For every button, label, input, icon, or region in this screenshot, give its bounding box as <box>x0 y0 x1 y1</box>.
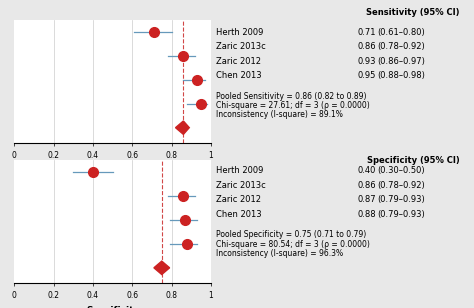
Text: (0.78–0.92): (0.78–0.92) <box>377 42 425 51</box>
Text: 0.71: 0.71 <box>358 28 376 37</box>
Text: Pooled Sensitivity = 0.86 (0.82 to 0.89): Pooled Sensitivity = 0.86 (0.82 to 0.89) <box>216 92 366 101</box>
Text: Inconsistency (I-square) = 89.1%: Inconsistency (I-square) = 89.1% <box>216 110 343 120</box>
Text: (0.79–0.93): (0.79–0.93) <box>377 210 425 219</box>
Text: Chen 2013: Chen 2013 <box>216 210 261 219</box>
Text: Sensitivity (95% CI): Sensitivity (95% CI) <box>366 8 460 17</box>
Text: 0.93: 0.93 <box>358 57 376 66</box>
Text: 0.95: 0.95 <box>358 71 376 80</box>
Text: 0.40: 0.40 <box>358 166 376 175</box>
Text: 0.88: 0.88 <box>358 210 376 219</box>
Text: Inconsistency (I-square) = 96.3%: Inconsistency (I-square) = 96.3% <box>216 249 343 258</box>
Text: 0.86: 0.86 <box>358 42 376 51</box>
Text: (0.78–0.92): (0.78–0.92) <box>377 181 425 190</box>
X-axis label: Sensitivity: Sensitivity <box>85 165 140 174</box>
Text: (0.61–0.80): (0.61–0.80) <box>377 28 425 37</box>
Text: 0.87: 0.87 <box>358 195 376 204</box>
Text: 0.86: 0.86 <box>358 181 376 190</box>
Text: Herth 2009: Herth 2009 <box>216 166 263 175</box>
Text: Zaric 2012: Zaric 2012 <box>216 195 261 204</box>
Text: Chi-square = 80.54; df = 3 (ρ = 0.0000): Chi-square = 80.54; df = 3 (ρ = 0.0000) <box>216 240 370 249</box>
Polygon shape <box>154 261 170 274</box>
Text: Specificity (95% CI): Specificity (95% CI) <box>367 156 460 164</box>
Text: (0.88–0.98): (0.88–0.98) <box>377 71 425 80</box>
Text: (0.86–0.97): (0.86–0.97) <box>377 57 425 66</box>
X-axis label: Specificity: Specificity <box>86 306 139 308</box>
Text: Chi-square = 27.61; df = 3 (ρ = 0.0000): Chi-square = 27.61; df = 3 (ρ = 0.0000) <box>216 101 369 110</box>
Text: (0.79–0.93): (0.79–0.93) <box>377 195 425 204</box>
Text: Herth 2009: Herth 2009 <box>216 28 263 37</box>
Text: Chen 2013: Chen 2013 <box>216 71 261 80</box>
Text: Zaric 2012: Zaric 2012 <box>216 57 261 66</box>
Text: Zaric 2013c: Zaric 2013c <box>216 181 265 190</box>
Polygon shape <box>175 121 189 134</box>
Text: (0.30–0.50): (0.30–0.50) <box>377 166 424 175</box>
Text: Pooled Specificity = 0.75 (0.71 to 0.79): Pooled Specificity = 0.75 (0.71 to 0.79) <box>216 230 366 239</box>
Text: Zaric 2013c: Zaric 2013c <box>216 42 265 51</box>
